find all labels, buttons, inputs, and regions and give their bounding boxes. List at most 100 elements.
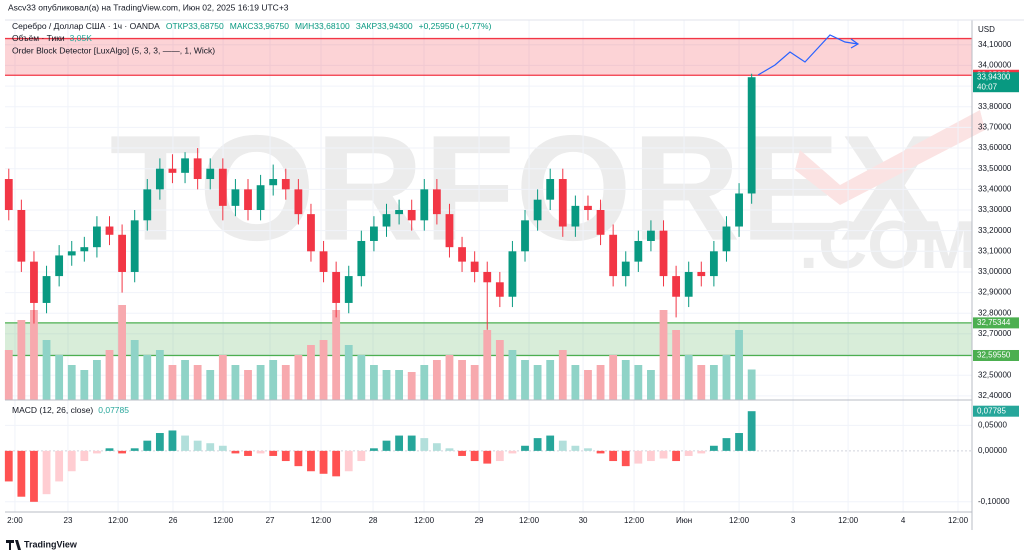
candle-body <box>647 230 655 241</box>
x-tick-label: 27 <box>266 516 275 525</box>
last-price-label: 33,94300 <box>977 72 1011 81</box>
candle-body <box>357 240 366 277</box>
x-tick-label: 26 <box>169 516 178 525</box>
candle-body <box>281 179 290 190</box>
volume-bar <box>395 370 404 400</box>
y-tick-label: 32,40000 <box>978 391 1012 400</box>
macd-bar <box>155 433 164 451</box>
candle-body <box>709 251 718 277</box>
volume-bar <box>684 355 693 400</box>
x-tick-label: 23 <box>64 516 73 525</box>
candle-body <box>382 214 391 227</box>
macd-bar <box>584 448 592 451</box>
x-tick-label: 28 <box>369 516 378 525</box>
candle-body <box>495 282 504 297</box>
candle-body <box>332 271 341 303</box>
macd-bar <box>407 435 416 451</box>
macd-bar <box>332 450 341 477</box>
macd-bar <box>432 443 441 451</box>
volume-bar <box>244 370 252 400</box>
volume-bar <box>344 345 353 400</box>
y-tick-label: 34,00000 <box>978 61 1012 70</box>
volume-bar <box>609 355 618 400</box>
macd-bar <box>747 411 756 451</box>
candle-body <box>17 210 26 262</box>
macd-bar <box>168 430 177 451</box>
macd-tick-label: 0,05000 <box>978 420 1007 429</box>
price-label: 32,75344 <box>977 318 1011 327</box>
published-note: Ascv33 опубликовал(а) на TradingView.com… <box>8 2 289 12</box>
candle-body <box>55 255 64 277</box>
x-tick-label: 3 <box>791 516 796 525</box>
candle-body <box>193 158 202 180</box>
volume-bar <box>319 340 328 400</box>
candle-body <box>445 214 454 248</box>
volume-bar <box>55 355 64 400</box>
last-price-box <box>973 72 1019 93</box>
candle-body <box>659 230 668 277</box>
macd-bar <box>420 438 429 451</box>
x-tick-label: 12:00 <box>414 516 435 525</box>
y-tick-label: 33,70000 <box>978 123 1012 132</box>
volume-bar <box>357 355 366 400</box>
candle-body <box>206 168 215 180</box>
volume-bar <box>281 365 290 400</box>
candle-body <box>4 179 13 210</box>
macd-bar <box>647 450 655 462</box>
volume-bar <box>42 340 51 400</box>
volume-bar <box>571 365 580 400</box>
macd-label: MACD (12, 26, close) <box>12 405 93 415</box>
x-tick-label: 12:00 <box>311 516 332 525</box>
low: МИН33,68100 <box>295 21 350 31</box>
macd-bar <box>55 450 64 482</box>
candle-body <box>344 276 353 303</box>
y-tick-label: 33,30000 <box>978 205 1012 214</box>
candle-body <box>483 271 492 283</box>
macd-bar <box>105 448 114 451</box>
volume-bar <box>546 360 555 400</box>
macd-bar <box>143 440 152 451</box>
currency: USD <box>978 25 995 34</box>
volume-bar <box>168 365 177 400</box>
macd-bar <box>546 435 555 451</box>
volume-bar <box>4 350 13 400</box>
macd-bar <box>672 450 681 462</box>
countdown: 40:07 <box>977 82 998 91</box>
volume-bar <box>181 360 189 400</box>
volume-bar <box>508 350 517 400</box>
macd-bar <box>206 443 215 451</box>
macd-bar <box>609 450 618 462</box>
tv-logo <box>6 540 21 550</box>
candle-body <box>407 210 416 221</box>
volume-bar <box>130 340 139 400</box>
candle-body <box>67 251 76 256</box>
x-tick-label: 12:00 <box>948 516 969 525</box>
candle-body <box>244 189 252 210</box>
y-tick-label: 32,90000 <box>978 288 1012 297</box>
volume-bar <box>533 365 542 400</box>
marks <box>4 73 756 502</box>
volume-bar <box>105 350 114 400</box>
volume-bar <box>445 355 454 400</box>
candle-body <box>672 276 681 297</box>
volume-bar <box>470 365 479 400</box>
candle-body <box>307 214 315 252</box>
volume-value: 3,05K <box>70 33 93 43</box>
candle-body <box>546 179 555 200</box>
candle-body <box>634 240 643 262</box>
x-tick-label: 12:00 <box>838 516 859 525</box>
y-tick-label: 33,20000 <box>978 226 1012 235</box>
macd-bar <box>533 438 542 451</box>
volume-bar <box>521 360 529 400</box>
candle-body <box>370 226 378 241</box>
volume-bar <box>206 370 215 400</box>
volume-bar <box>294 355 303 400</box>
volume-bar <box>193 365 202 400</box>
candle-body <box>521 220 529 252</box>
macd-bar <box>244 450 252 456</box>
y-tick-label: 32,70000 <box>978 329 1012 338</box>
y-tick-label: 33,00000 <box>978 267 1012 276</box>
x-tick-label: Июн <box>676 516 692 525</box>
macd-bar <box>370 448 378 451</box>
